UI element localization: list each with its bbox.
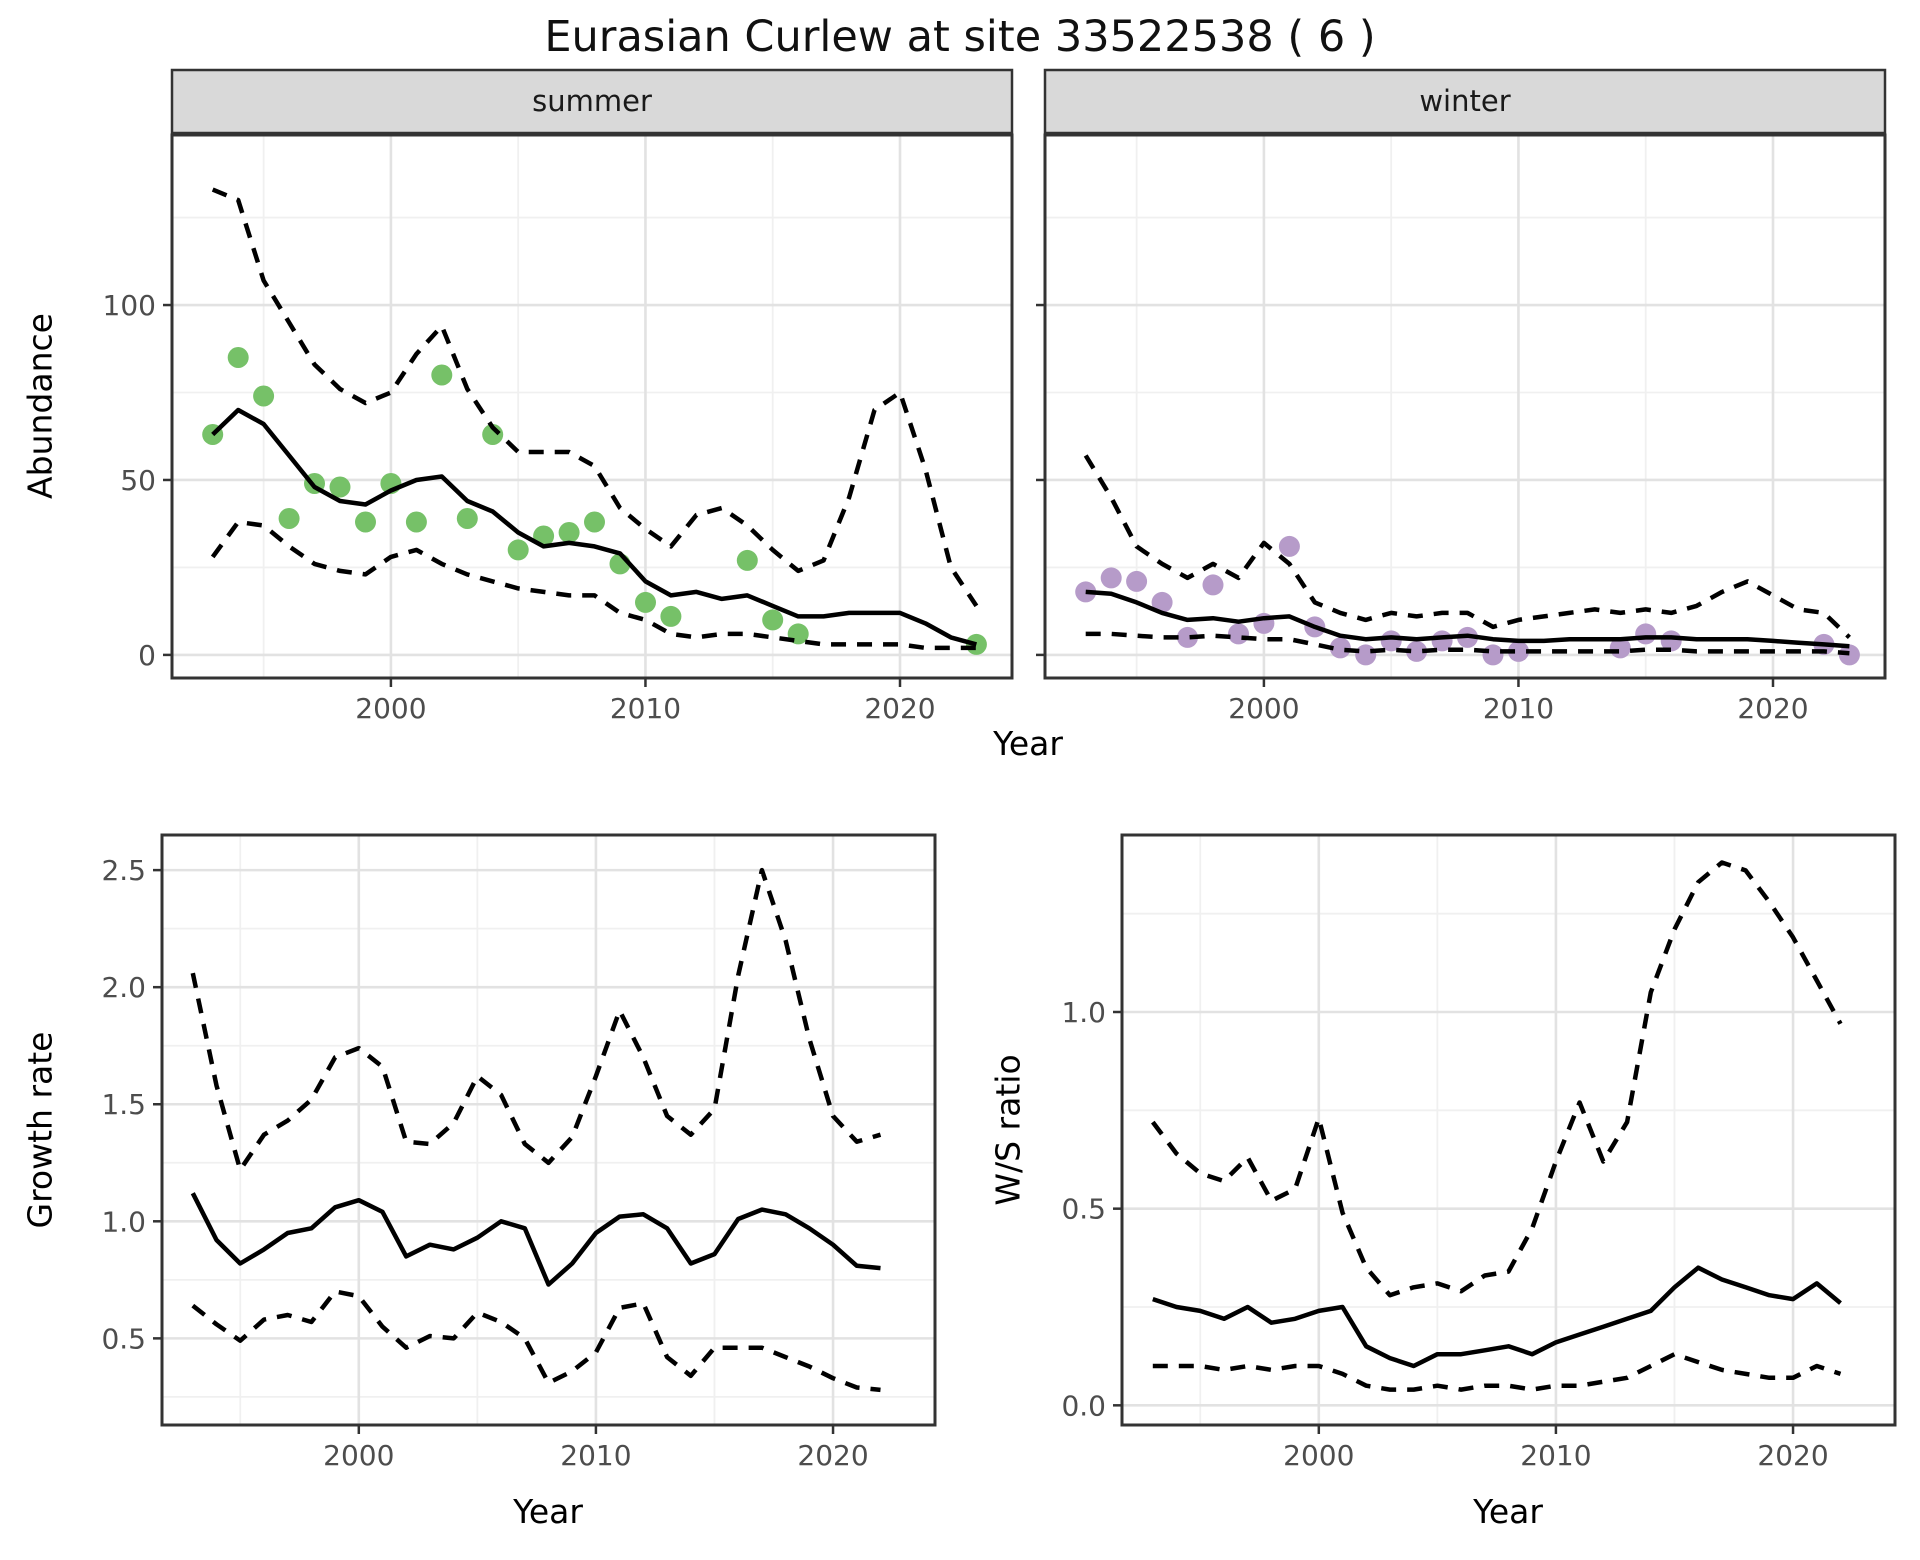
y-tick-label: 0.0 xyxy=(1061,1389,1106,1422)
y-tick-label: 50 xyxy=(120,464,156,497)
x-tick-label: 2010 xyxy=(1520,1439,1591,1472)
y-axis-title-abundance: Abundance xyxy=(20,313,60,499)
abundance-summer-panel: 2000 2010 2020 0 50 100 xyxy=(103,68,1014,725)
growth-rate-panel: 2000 2010 2020 0.5 1.0 1.5 2.0 2.5 xyxy=(101,833,937,1472)
data-point xyxy=(1228,623,1249,645)
x-tick-label: 2000 xyxy=(323,1439,394,1472)
data-point xyxy=(227,347,249,368)
data-point xyxy=(660,605,682,627)
model-fit-line xyxy=(211,407,977,647)
x-tick-label: 2010 xyxy=(560,1439,631,1472)
data-point xyxy=(762,609,784,631)
y-tick-label: 0.5 xyxy=(1061,1193,1106,1226)
confidence-interval-line xyxy=(191,1289,881,1393)
panel-border xyxy=(1120,833,1897,1427)
panel-border xyxy=(160,833,937,1427)
data-point xyxy=(278,508,300,529)
data-point xyxy=(1202,574,1224,596)
data-point xyxy=(584,511,605,533)
x-tick-label: 2010 xyxy=(610,692,681,725)
data-point xyxy=(1151,591,1173,613)
panel-border xyxy=(170,133,1014,680)
y-tick-label: 100 xyxy=(103,289,156,322)
y-tick-label: 1.5 xyxy=(101,1088,146,1121)
model-fit-line xyxy=(190,1192,881,1287)
data-point xyxy=(431,364,453,386)
model-fit-line xyxy=(1152,1265,1842,1369)
y-tick-label: 2.0 xyxy=(101,971,146,1004)
x-tick-label: 2020 xyxy=(1737,692,1808,725)
x-axis-title-bottom-left: Year xyxy=(513,1492,583,1531)
y-tick-label: 1.0 xyxy=(101,1205,146,1238)
data-point xyxy=(1278,535,1300,557)
x-axis-title-bottom-right: Year xyxy=(1473,1492,1543,1531)
abundance-winter-panel: 2000 2010 2020 xyxy=(1036,68,1887,725)
data-point xyxy=(482,424,504,445)
data-point xyxy=(736,549,758,571)
x-tick-label: 2020 xyxy=(864,692,935,725)
data-point xyxy=(1329,637,1351,659)
data-point xyxy=(355,511,376,533)
y-tick-label: 1.0 xyxy=(1061,996,1106,1029)
x-tick-label: 2000 xyxy=(355,692,426,725)
data-point xyxy=(329,476,351,498)
ws-ratio-panel: 2000 2010 2020 0.0 0.5 1.0 xyxy=(1061,833,1897,1472)
data-point xyxy=(1126,570,1148,592)
facet-strip-summer: summer xyxy=(532,84,652,118)
facet-strip-winter: winter xyxy=(1419,84,1511,118)
facet-strip xyxy=(1043,68,1887,135)
data-point xyxy=(507,539,529,561)
data-point xyxy=(1838,644,1860,666)
data-point xyxy=(1355,644,1377,666)
y-tick-label: 0.5 xyxy=(101,1322,146,1355)
data-point xyxy=(1508,640,1529,662)
confidence-interval-line xyxy=(210,519,977,651)
data-point xyxy=(1635,623,1657,645)
facet-strip xyxy=(170,68,1014,135)
x-tick-label: 2010 xyxy=(1483,692,1554,725)
page-title: Eurasian Curlew at site 33522538 ( 6 ) xyxy=(544,12,1376,62)
y-axis-title-growth-rate: Growth rate xyxy=(20,1031,60,1229)
data-point xyxy=(405,511,427,533)
data-point xyxy=(1177,626,1198,648)
data-point xyxy=(253,385,275,407)
confidence-interval-line xyxy=(1085,631,1850,656)
confidence-interval-line xyxy=(1152,1351,1842,1392)
x-tick-label: 2000 xyxy=(1283,1439,1354,1472)
x-tick-label: 2020 xyxy=(1757,1439,1828,1472)
data-point xyxy=(1406,640,1428,662)
data-point xyxy=(1100,567,1122,589)
model-fit-line xyxy=(1085,589,1850,649)
y-axis-title-ws-ratio: W/S ratio xyxy=(988,1054,1028,1206)
confidence-interval-line xyxy=(1151,860,1843,1298)
data-point xyxy=(558,522,580,543)
x-tick-label: 2020 xyxy=(797,1439,868,1472)
confidence-interval-line xyxy=(190,867,882,1173)
x-tick-label: 2000 xyxy=(1228,692,1299,725)
confidence-interval-line xyxy=(1083,454,1851,640)
y-tick-label: 2.5 xyxy=(101,854,146,887)
data-point xyxy=(635,591,656,613)
panel-border xyxy=(1043,133,1887,680)
x-axis-title-top: Year xyxy=(993,724,1063,763)
y-tick-label: 0 xyxy=(138,639,156,672)
confidence-interval-line xyxy=(211,187,979,608)
data-point xyxy=(1482,644,1504,666)
data-point xyxy=(456,508,478,529)
